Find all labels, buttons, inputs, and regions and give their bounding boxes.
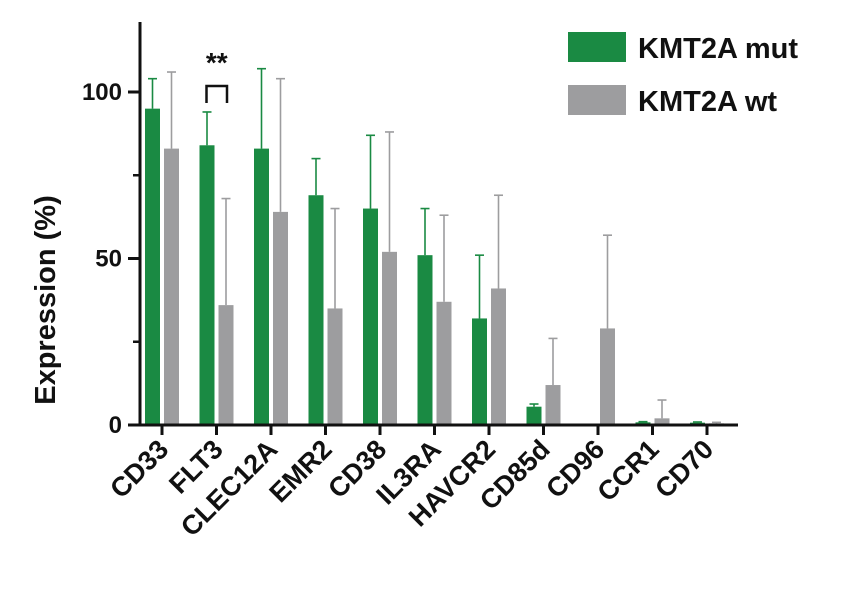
bar-kmt2a-wt-cd38 (382, 251, 397, 425)
bar-kmt2a-wt-cd85d (545, 385, 561, 425)
bar-kmt2a-wt-ccr1 (654, 418, 670, 425)
bar-kmt2a-mut-cd38 (363, 208, 378, 425)
y-tick-label-50: 50 (95, 246, 122, 273)
y-axis-label: Expression (%) (30, 195, 62, 405)
legend-swatch-kmt2a-wt (568, 85, 626, 115)
axes (138, 22, 738, 427)
x-tick-label-ccr1: CCR1 (592, 434, 665, 507)
bar-kmt2a-mut-cd85d (526, 406, 542, 425)
error-bars (148, 67, 721, 424)
legend-swatch-kmt2a-mut (568, 32, 626, 62)
bar-kmt2a-mut-il3ra (417, 255, 433, 425)
bar-kmt2a-wt-havcr2 (491, 288, 506, 425)
bars (145, 108, 724, 426)
bar-kmt2a-wt-flt3 (218, 305, 234, 425)
legend: KMT2A mut KMT2A wt (568, 32, 798, 118)
x-tick-labels: CD33FLT3CLEC12AEMR2CD38IL3RAHAVCR2CD85dC… (104, 425, 719, 542)
bar-kmt2a-mut-clec12a (254, 148, 269, 426)
significance-annotations: ** (205, 47, 229, 103)
legend-label-kmt2a-wt: KMT2A wt (638, 86, 777, 118)
bar-kmt2a-wt-clec12a (273, 211, 288, 425)
legend-label-kmt2a-mut: KMT2A mut (638, 33, 798, 65)
y-ticks: 0 50 100 (82, 79, 140, 439)
bar-kmt2a-mut-flt3 (199, 145, 215, 425)
bar-kmt2a-wt-emr2 (327, 308, 343, 425)
bar-kmt2a-wt-cd96 (600, 328, 615, 425)
bar-kmt2a-wt-il3ra (436, 301, 452, 425)
bar-kmt2a-mut-emr2 (308, 195, 324, 425)
bar-kmt2a-mut-cd33 (145, 108, 160, 426)
x-tick-label-cd33: CD33 (104, 434, 174, 504)
x-tick-label-cd70: CD70 (649, 434, 719, 504)
significance-bracket (205, 84, 229, 103)
y-tick-label-100: 100 (82, 79, 122, 106)
bar-kmt2a-mut-havcr2 (472, 318, 487, 425)
x-tick-label-emr2: EMR2 (263, 434, 337, 508)
bar-kmt2a-wt-cd33 (164, 148, 179, 426)
significance-label: ** (206, 47, 228, 78)
y-tick-label-0: 0 (109, 412, 122, 439)
